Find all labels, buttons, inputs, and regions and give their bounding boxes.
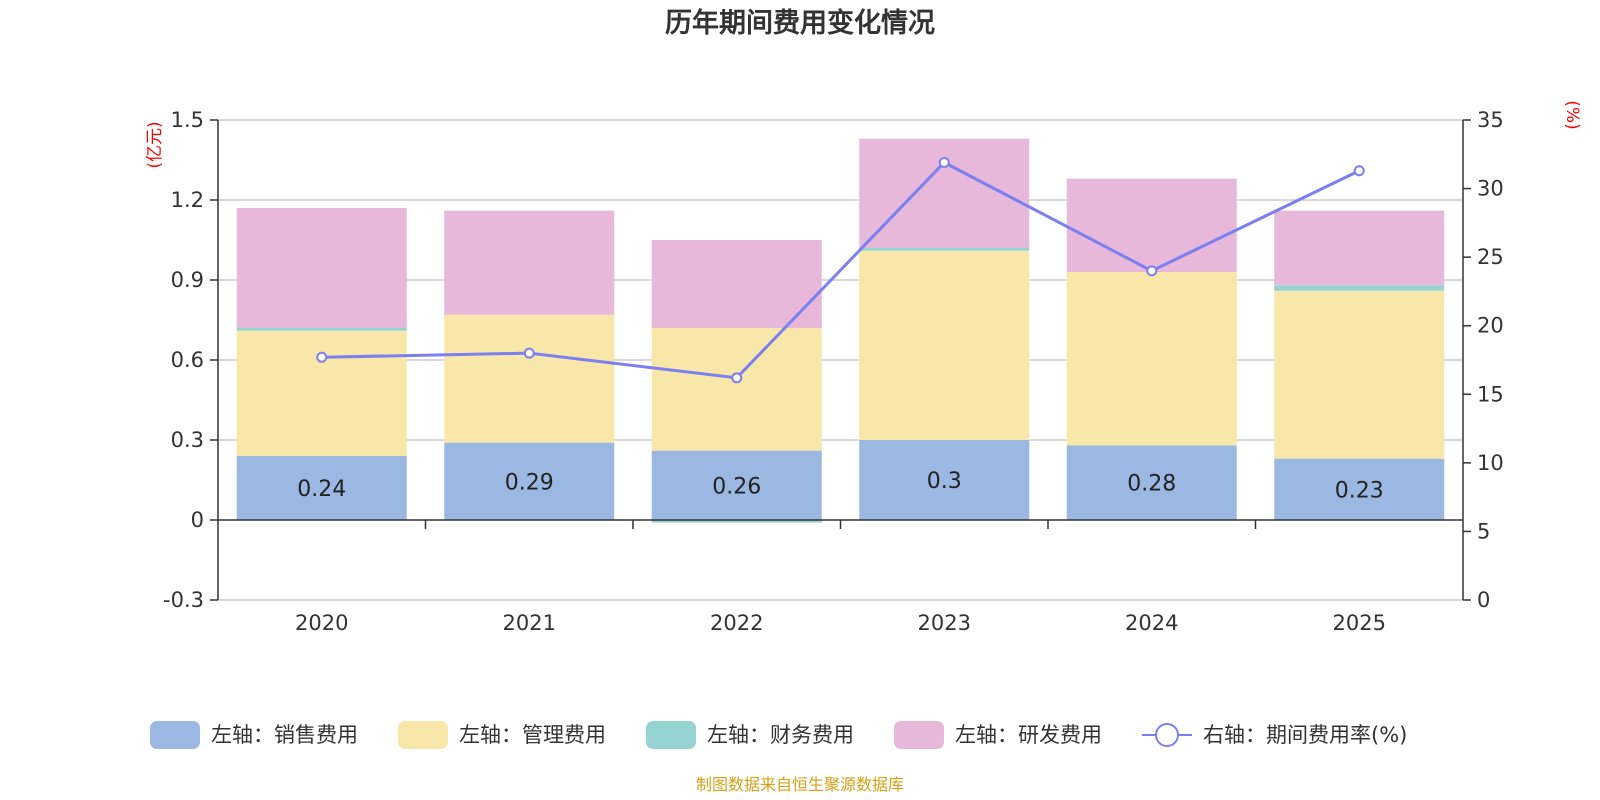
rate-point-2025[interactable] <box>1353 165 1365 177</box>
right-axis-tick-label: 15 <box>1477 382 1504 406</box>
rate-point-2022[interactable] <box>731 372 743 384</box>
legend-swatch-1[interactable] <box>150 721 200 749</box>
data-label-2022: 0.26 <box>712 474 761 499</box>
legend-label-1[interactable]: 左轴：销售费用 <box>211 723 358 747</box>
legend-swatch-2[interactable] <box>398 721 448 749</box>
rate-point-2023[interactable] <box>938 157 950 169</box>
right-axis-tick-label: 0 <box>1477 588 1490 612</box>
bar-2022-series-1 <box>651 450 822 520</box>
rate-line-path <box>321 160 1360 380</box>
bar-2023-series-2 <box>859 250 1030 440</box>
x-axis-tick-label: 2020 <box>295 611 348 635</box>
bar-2024-series-1 <box>1066 445 1237 520</box>
legend-label-5[interactable]: 右轴：期间费用率(%) <box>1203 723 1407 747</box>
data-label-2020: 0.24 <box>297 477 346 502</box>
bar-2023-series-3 <box>859 248 1030 251</box>
bar-2020-series-4 <box>236 208 407 328</box>
bar-2020-series-3 <box>236 328 407 331</box>
data-label-2025: 0.23 <box>1335 478 1384 503</box>
right-axis-tick-label: 10 <box>1477 451 1504 475</box>
bar-2021-series-2 <box>444 314 615 443</box>
right-axis-tick-label: 30 <box>1477 177 1504 201</box>
left-axis-tick-label: -0.3 <box>163 588 204 612</box>
right-axis-tick-label: 20 <box>1477 314 1504 338</box>
bar-2021-series-4 <box>444 210 615 315</box>
left-axis-tick-label: 1.5 <box>171 108 204 132</box>
right-axis-tick-label: 35 <box>1477 108 1504 132</box>
chart-title: 历年期间费用变化情况 <box>665 7 935 39</box>
left-axis-tick-label: 0.6 <box>171 348 204 372</box>
grid-lines <box>218 119 1463 601</box>
bar-2022-series-4 <box>651 240 822 328</box>
bar-2025-series-2 <box>1274 290 1445 459</box>
rate-point-2020[interactable] <box>316 351 328 363</box>
legend-label-3[interactable]: 左轴：财务费用 <box>707 723 854 747</box>
left-axis-tick-label: 0 <box>191 508 204 532</box>
left-axis-tick-label: 1.2 <box>171 188 204 212</box>
x-axis-tick-label: 2024 <box>1125 611 1178 635</box>
left-axis-tick-label: 0.9 <box>171 268 204 292</box>
bar-2022-series-2 <box>651 328 822 451</box>
right-axis-unit: (%) <box>1562 100 1582 129</box>
x-axis-tick-label: 2025 <box>1333 611 1386 635</box>
bar-2022-series-3 <box>651 520 822 523</box>
bar-2025-series-1 <box>1274 458 1445 520</box>
legend-label-4[interactable]: 左轴：研发费用 <box>955 723 1102 747</box>
rate-line <box>316 157 1365 384</box>
right-axis-tick-label: 25 <box>1477 245 1504 269</box>
bar-2020-series-2 <box>236 330 407 456</box>
legend: 左轴：销售费用 左轴：管理费用 左轴：财务费用 左轴：研发费用 右轴：期间费用率(%) <box>150 721 1407 749</box>
rate-point-2024[interactable] <box>1146 265 1158 277</box>
data-label-2021: 0.29 <box>505 470 554 495</box>
x-axis-tick-label: 2022 <box>710 611 763 635</box>
bar-2025-series-4 <box>1274 210 1445 286</box>
legend-swatch-4[interactable] <box>894 721 944 749</box>
bar-2023-series-1 <box>859 440 1030 520</box>
rate-point-2021[interactable] <box>523 347 535 359</box>
bar-2025-series-3 <box>1274 285 1445 291</box>
x-axis-tick-label: 2021 <box>503 611 556 635</box>
bar-2024-series-4 <box>1066 178 1237 272</box>
bar-2020-series-1 <box>236 456 407 520</box>
bar-2021-series-1 <box>444 442 615 520</box>
left-axis-unit: (亿元) <box>145 121 165 168</box>
left-axis-tick-label: 0.3 <box>171 428 204 452</box>
x-axis-tick-label: 2023 <box>918 611 971 635</box>
bar-2024-series-2 <box>1066 272 1237 446</box>
legend-circle-icon[interactable] <box>1155 723 1179 747</box>
legend-label-2[interactable]: 左轴：管理费用 <box>459 723 606 747</box>
bars <box>236 138 1445 523</box>
data-labels: 0.24 0.29 0.26 0.3 0.28 0.23 <box>297 469 1383 503</box>
source-note: 制图数据来自恒生聚源数据库 <box>696 775 904 794</box>
data-label-2024: 0.28 <box>1127 472 1176 497</box>
data-label-2023: 0.3 <box>927 469 962 494</box>
right-axis-tick-label: 5 <box>1477 519 1490 543</box>
legend-swatch-3[interactable] <box>646 721 696 749</box>
